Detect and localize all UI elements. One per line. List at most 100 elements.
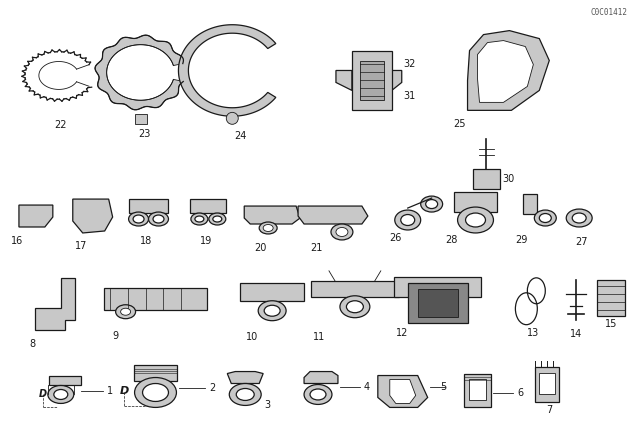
- Text: 1: 1: [107, 387, 113, 396]
- Bar: [191, 199, 227, 213]
- Polygon shape: [95, 35, 184, 110]
- Bar: [352, 51, 392, 110]
- Polygon shape: [73, 199, 113, 233]
- Ellipse shape: [264, 305, 280, 316]
- Ellipse shape: [420, 196, 443, 212]
- Polygon shape: [392, 70, 402, 90]
- Bar: [408, 283, 468, 323]
- Text: 25: 25: [453, 119, 466, 129]
- Polygon shape: [244, 206, 300, 224]
- Text: 22: 22: [54, 121, 67, 130]
- Text: D: D: [120, 387, 129, 396]
- Ellipse shape: [213, 216, 222, 222]
- Bar: [540, 373, 556, 395]
- Bar: [535, 366, 559, 402]
- Polygon shape: [304, 371, 338, 383]
- Circle shape: [227, 112, 238, 124]
- Ellipse shape: [120, 308, 131, 315]
- Bar: [454, 192, 497, 212]
- Bar: [468, 379, 486, 401]
- Text: 15: 15: [605, 319, 618, 329]
- Bar: [463, 374, 492, 407]
- Ellipse shape: [534, 210, 556, 226]
- Polygon shape: [390, 379, 416, 404]
- Ellipse shape: [129, 212, 148, 226]
- Text: 26: 26: [390, 233, 402, 243]
- Text: 24: 24: [234, 131, 246, 141]
- Ellipse shape: [304, 384, 332, 405]
- Bar: [104, 288, 207, 310]
- Ellipse shape: [395, 210, 420, 230]
- Text: 8: 8: [30, 339, 36, 349]
- Bar: [134, 114, 147, 124]
- Bar: [129, 199, 168, 213]
- Text: 11: 11: [313, 332, 325, 342]
- Bar: [472, 169, 500, 189]
- Ellipse shape: [566, 209, 592, 227]
- Text: 3: 3: [264, 401, 270, 410]
- Bar: [418, 289, 458, 317]
- Polygon shape: [477, 41, 533, 103]
- Text: 10: 10: [246, 332, 259, 342]
- Ellipse shape: [310, 389, 326, 400]
- Text: 32: 32: [404, 60, 416, 69]
- Polygon shape: [378, 375, 428, 407]
- Text: 19: 19: [200, 236, 212, 246]
- Text: 13: 13: [527, 327, 540, 338]
- Bar: [524, 194, 538, 214]
- Ellipse shape: [340, 296, 370, 318]
- Ellipse shape: [426, 199, 438, 209]
- Ellipse shape: [572, 213, 586, 223]
- Polygon shape: [179, 25, 276, 116]
- Ellipse shape: [148, 212, 168, 226]
- Bar: [134, 365, 177, 380]
- Polygon shape: [298, 206, 368, 224]
- Text: 17: 17: [74, 241, 87, 251]
- Ellipse shape: [465, 213, 486, 227]
- Ellipse shape: [133, 215, 144, 223]
- Ellipse shape: [209, 213, 226, 225]
- Bar: [311, 281, 399, 297]
- Ellipse shape: [143, 383, 168, 401]
- Text: 20: 20: [254, 243, 266, 253]
- Text: 14: 14: [570, 329, 582, 339]
- Ellipse shape: [458, 207, 493, 233]
- Text: 4: 4: [364, 383, 370, 392]
- Ellipse shape: [153, 215, 164, 223]
- Ellipse shape: [195, 216, 204, 222]
- Ellipse shape: [229, 383, 261, 405]
- Ellipse shape: [48, 385, 74, 404]
- Text: 29: 29: [515, 235, 527, 245]
- Bar: [597, 280, 625, 316]
- Text: 27: 27: [575, 237, 588, 247]
- Ellipse shape: [134, 378, 177, 407]
- Polygon shape: [19, 205, 53, 227]
- Text: 6: 6: [517, 388, 524, 398]
- Ellipse shape: [191, 213, 208, 225]
- Ellipse shape: [336, 228, 348, 237]
- Text: 12: 12: [396, 327, 408, 338]
- Text: D: D: [39, 389, 47, 400]
- Ellipse shape: [236, 388, 254, 401]
- Text: C0C01412: C0C01412: [591, 8, 628, 17]
- Ellipse shape: [116, 305, 136, 319]
- Text: 28: 28: [445, 235, 458, 245]
- Polygon shape: [49, 375, 81, 384]
- Bar: [360, 60, 384, 100]
- Polygon shape: [468, 30, 549, 110]
- Text: 30: 30: [502, 174, 515, 184]
- Text: 16: 16: [11, 236, 23, 246]
- Ellipse shape: [331, 224, 353, 240]
- Text: 31: 31: [404, 91, 416, 101]
- Ellipse shape: [540, 214, 551, 223]
- Ellipse shape: [259, 222, 277, 234]
- Bar: [240, 283, 304, 301]
- Polygon shape: [35, 278, 75, 330]
- Ellipse shape: [263, 224, 273, 232]
- Polygon shape: [336, 70, 352, 90]
- Text: 18: 18: [140, 236, 153, 246]
- Text: 9: 9: [113, 331, 118, 340]
- Ellipse shape: [401, 215, 415, 225]
- Text: 5: 5: [440, 383, 447, 392]
- Text: 7: 7: [546, 405, 552, 415]
